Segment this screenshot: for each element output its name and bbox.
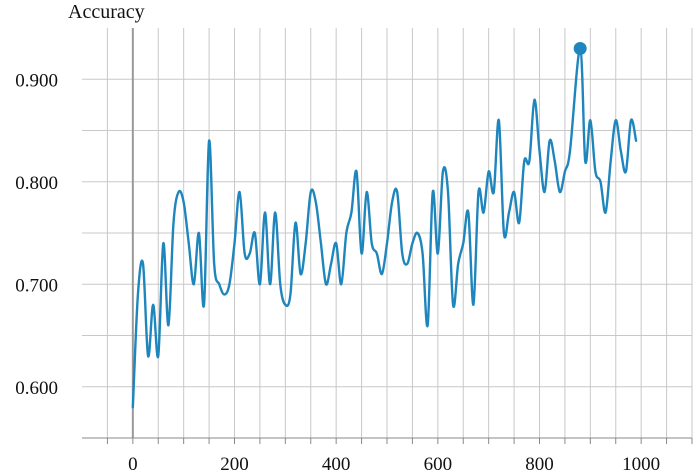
grid-lines <box>82 28 693 438</box>
x-tick-label: 1000 <box>622 454 660 475</box>
series-line <box>131 47 638 409</box>
x-tick-label: 200 <box>220 454 249 475</box>
x-tick-label: 600 <box>424 454 453 475</box>
y-tick-label: 0.900 <box>15 70 58 91</box>
x-tick-label: 0 <box>128 454 138 475</box>
chart-title: Accuracy <box>68 1 145 23</box>
series-layer <box>131 42 638 409</box>
x-tick-label: 800 <box>525 454 554 475</box>
y-tick-label: 0.700 <box>15 275 58 296</box>
x-tick-label: 400 <box>322 454 351 475</box>
y-tick-label: 0.600 <box>15 378 58 399</box>
axes <box>82 28 693 444</box>
y-tick-label: 0.800 <box>15 173 58 194</box>
tick-labels: 0 200 400 600 800 1000 0.600 0.700 0.800 0.900 <box>15 70 660 475</box>
highlight-point <box>573 42 587 55</box>
